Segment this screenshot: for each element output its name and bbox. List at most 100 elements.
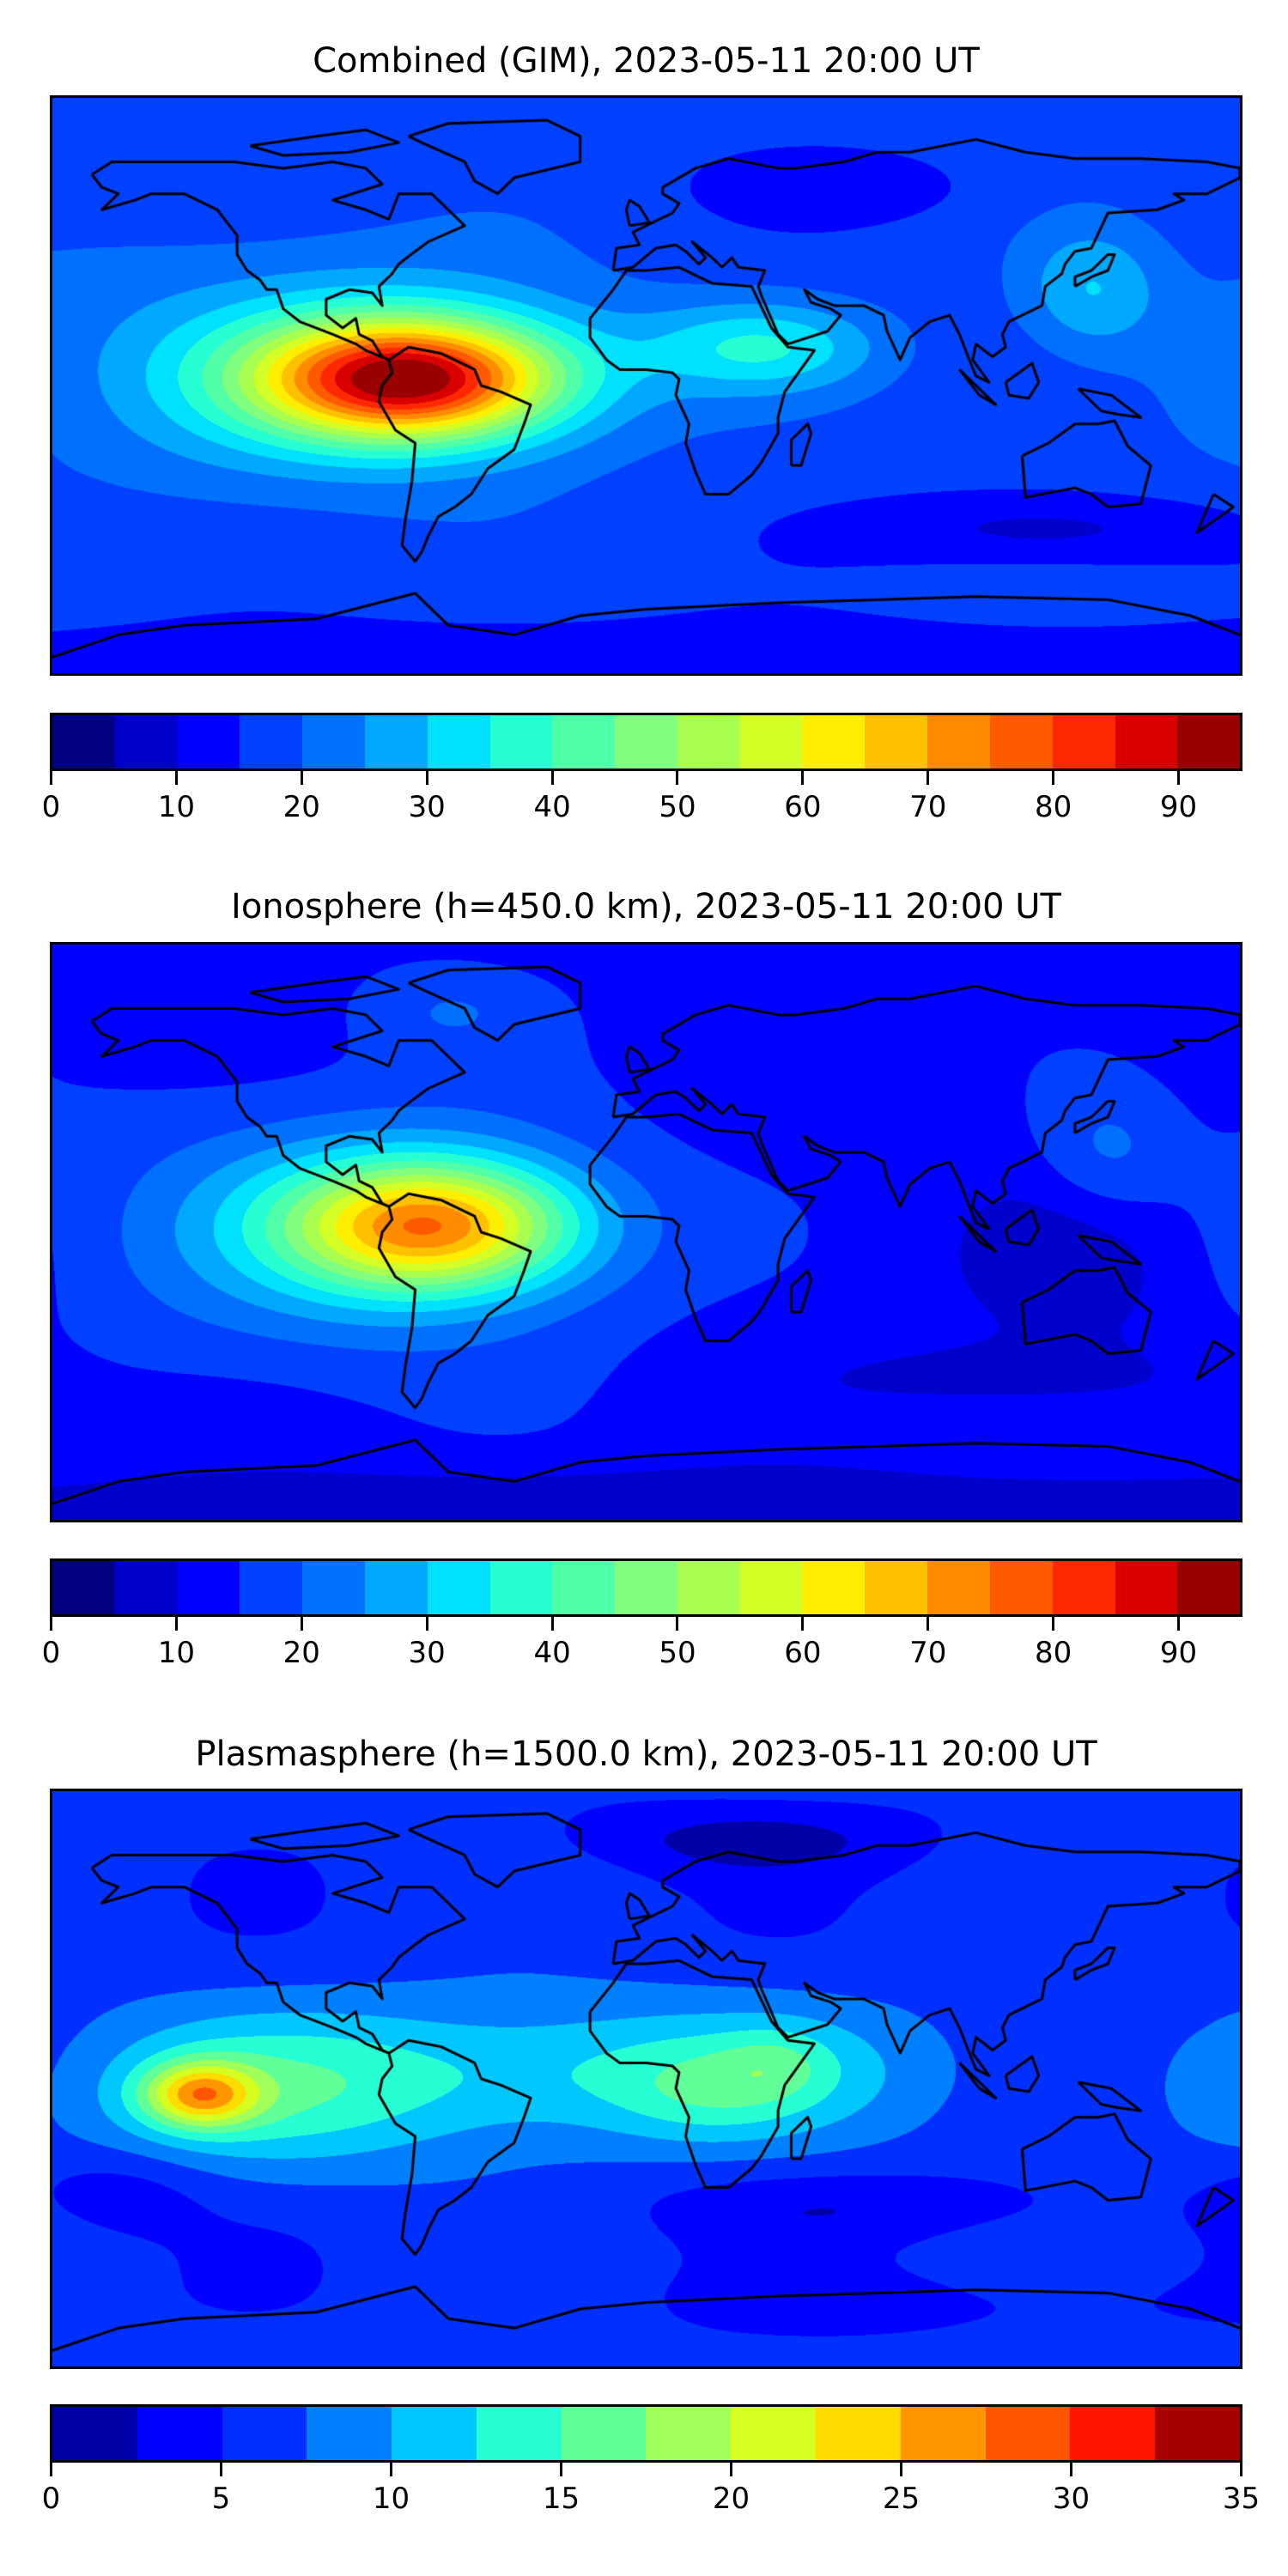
colorbar [50,1558,1242,1617]
colorbar-tick [676,1617,679,1631]
chart-title: Ionosphere (h=450.0 km), 2023-05-11 20:0… [231,887,1061,927]
colorbar-level-13 [1155,2407,1240,2460]
colorbar-tick-label: 60 [784,1636,822,1670]
chart-title: Plasmasphere (h=1500.0 km), 2023-05-11 2… [195,1735,1097,1774]
colorbar-level-6 [427,715,490,769]
colorbar-tick-label: 10 [157,1636,196,1670]
colorbar-tick-label: 90 [1159,790,1198,824]
colorbar-tick [1070,2463,1072,2476]
colorbar-level-8 [731,2407,817,2460]
colorbar-level-1 [114,715,178,769]
colorbar-tick-label: 10 [372,2482,410,2516]
colorbar-tick [550,1617,554,1631]
colorbar-level-9 [816,2407,901,2460]
colorbar-level-5 [476,2407,562,2460]
colorbar-level-4 [302,1561,365,1614]
colorbar-tick-label: 40 [533,1636,571,1670]
colorbar-level-0 [52,2407,137,2460]
colorbar-level-15 [989,715,1053,769]
colorbar-tick [676,771,679,785]
colorbar-tick [1177,1617,1181,1631]
colorbar-level-2 [177,715,240,769]
colorbar-tick-label: 15 [542,2482,580,2516]
colorbar-tick [50,1617,52,1631]
colorbar-tick-label: 70 [909,790,947,824]
colorbar-tick-label: 0 [41,1636,61,1670]
colorbar-level-3 [240,1561,303,1614]
contour-map-canvas [52,98,1240,673]
colorbar-level-0 [52,1561,115,1614]
colorbar-tick-label: 70 [909,1636,947,1670]
colorbar-tick [50,771,52,785]
colorbar-level-18 [1177,715,1241,769]
colorbar-tick-label: 20 [283,1636,320,1670]
colorbar-tick [425,771,428,785]
contour-map-canvas [52,945,1240,1520]
colorbar-level-4 [302,715,365,769]
colorbar-tick-label: 0 [41,790,61,824]
colorbar-level-8 [552,1561,616,1614]
colorbar-level-11 [739,715,803,769]
colorbar-tick [900,2463,902,2476]
colorbar-tick-label: 20 [283,790,320,824]
colorbar-tick-label: 35 [1222,2482,1261,2516]
colorbar-tick [390,2463,392,2476]
colorbar-tick [550,771,554,785]
map-combined [50,95,1242,676]
colorbar-level-6 [427,1561,490,1614]
colorbar-level-12 [1070,2407,1156,2460]
colorbar-tick [425,1617,428,1631]
colorbar-tick [50,2463,52,2476]
colorbar-level-14 [927,1561,990,1614]
colorbar [50,713,1242,771]
colorbar-level-17 [1115,1561,1178,1614]
colorbar-tick-label: 60 [784,790,822,824]
colorbar-tick-label: 90 [1159,1636,1198,1670]
colorbar-tick [927,771,930,785]
colorbar-tick [927,1617,930,1631]
colorbar-level-13 [865,715,928,769]
colorbar-level-14 [927,715,990,769]
colorbar-tick [174,771,178,785]
chart-title: Combined (GIM), 2023-05-11 20:00 UT [313,41,980,81]
colorbar-ticks: 0 10 20 30 40 50 60 70 80 90 [42,771,1242,831]
colorbar-level-9 [615,1561,677,1614]
colorbar-tick [174,1617,178,1631]
colorbar-level-0 [52,715,115,769]
colorbar-level-2 [177,1561,240,1614]
colorbar-level-7 [489,715,553,769]
colorbar-level-5 [364,715,428,769]
colorbar-tick-label: 25 [882,2482,920,2516]
colorbar-ticks: 0 5 10 15 20 25 30 35 [42,2463,1260,2523]
colorbar-tick-label: 50 [659,790,696,824]
colorbar-level-1 [114,1561,178,1614]
colorbar-level-12 [802,1561,866,1614]
colorbar-tick-label: 20 [712,2482,750,2516]
colorbar-level-12 [802,715,866,769]
colorbar-tick [300,771,303,785]
colorbar-tick [1052,1617,1055,1631]
colorbar-tick-label: 80 [1035,1636,1072,1670]
colorbar-level-5 [364,1561,428,1614]
map-plasmasphere [50,1789,1242,2369]
colorbar-tick [560,2463,562,2476]
colorbar-tick [801,1617,805,1631]
colorbar-level-6 [561,2407,647,2460]
colorbar-level-8 [552,715,616,769]
colorbar-level-17 [1115,715,1178,769]
colorbar-tick-label: 50 [659,1636,696,1670]
colorbar-level-3 [240,715,303,769]
colorbar-level-2 [222,2407,307,2460]
contour-map-canvas [52,1791,1240,2366]
colorbar-tick-label: 80 [1035,790,1072,824]
colorbar-level-3 [307,2407,392,2460]
colorbar-tick [1052,771,1055,785]
colorbar-tick-label: 0 [41,2482,61,2516]
colorbar-tick [300,1617,303,1631]
colorbar-level-1 [137,2407,222,2460]
colorbar-level-18 [1177,1561,1241,1614]
colorbar-level-11 [985,2407,1071,2460]
colorbar-level-13 [865,1561,928,1614]
colorbar-level-16 [1052,1561,1115,1614]
colorbar-ticks: 0 10 20 30 40 50 60 70 80 90 [42,1617,1242,1677]
